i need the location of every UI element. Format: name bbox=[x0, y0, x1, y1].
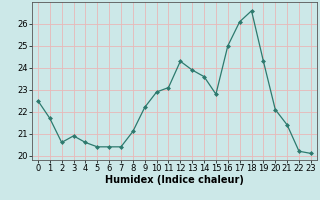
X-axis label: Humidex (Indice chaleur): Humidex (Indice chaleur) bbox=[105, 175, 244, 185]
